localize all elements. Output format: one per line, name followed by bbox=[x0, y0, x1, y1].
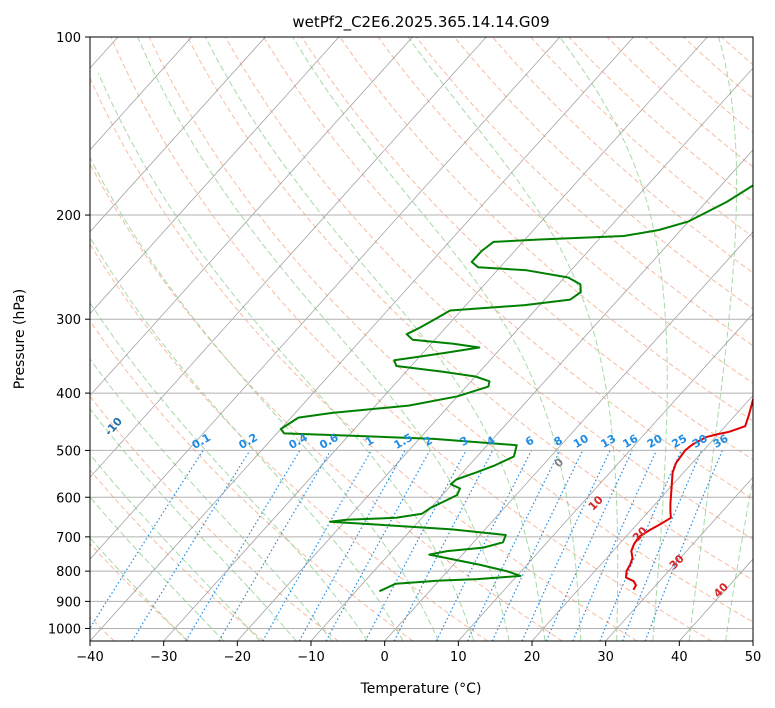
mixing-ratio-line bbox=[621, 450, 703, 641]
dry-adiabat-line bbox=[90, 76, 638, 641]
isotherm-line bbox=[384, 231, 753, 641]
y-axis-ticks: 100 200 300 400 500 600 700 800 900 1000 bbox=[48, 31, 90, 637]
moist-adiabat-line bbox=[90, 453, 261, 641]
mixing-ratio-line bbox=[298, 450, 406, 641]
dry-adiabat-line bbox=[110, 37, 712, 641]
y-tick-label: 1000 bbox=[48, 622, 81, 637]
x-tick-label: 20 bbox=[524, 650, 541, 665]
series-layer bbox=[279, 184, 753, 593]
mixing-ratio-line bbox=[435, 450, 533, 641]
moist-adiabat-line bbox=[292, 37, 582, 641]
x-tick-label: 40 bbox=[671, 650, 688, 665]
y-tick-label: 300 bbox=[56, 313, 81, 328]
y-tick-label: 200 bbox=[56, 209, 81, 224]
isotherm-line bbox=[310, 149, 753, 641]
x-tick-label: 10 bbox=[450, 650, 467, 665]
y-tick-label: 600 bbox=[56, 491, 81, 506]
mixing-ratio-line bbox=[325, 450, 431, 641]
dry-adiabat-line bbox=[186, 37, 753, 581]
x-tick-label: −10 bbox=[297, 650, 324, 665]
moist-adiabat-line bbox=[204, 37, 546, 641]
dry-adiabat-line bbox=[339, 37, 753, 422]
x-axis-ticks: −40 −30 −20 −10 0 10 20 30 40 50 bbox=[76, 641, 761, 665]
x-tick-label: −30 bbox=[150, 650, 177, 665]
chart-title: wetPf2_C2E6.2025.365.14.14.G09 bbox=[292, 13, 549, 32]
dry-adiabat-line bbox=[263, 37, 753, 500]
mixing-ratio-line bbox=[599, 450, 682, 641]
y-tick-label: 700 bbox=[56, 531, 81, 546]
isotherm-line bbox=[90, 37, 266, 233]
x-tick-label: 30 bbox=[597, 650, 614, 665]
mixing-ratio-line bbox=[262, 450, 372, 641]
moist-adiabat-line bbox=[407, 37, 619, 641]
moist-adiabat-line bbox=[90, 537, 188, 641]
moist-adiabat-line bbox=[90, 496, 225, 641]
mixing-ratio-line bbox=[545, 450, 633, 641]
moist-adiabat-line bbox=[137, 37, 510, 641]
moist-adiabat-line bbox=[90, 358, 333, 641]
isotherm-line bbox=[90, 37, 634, 641]
grid-layer bbox=[90, 37, 753, 641]
dry-adiabat-line bbox=[453, 37, 753, 310]
dry-adiabat-line bbox=[90, 469, 264, 641]
moist-adiabat-line bbox=[688, 37, 738, 641]
y-tick-label: 900 bbox=[56, 595, 81, 610]
mixing-ratio-line bbox=[644, 450, 723, 641]
moist-adiabat-line bbox=[90, 407, 297, 641]
isotherm-line bbox=[163, 37, 708, 641]
dry-adiabat-line bbox=[148, 37, 753, 623]
moist-adiabat-line bbox=[90, 301, 369, 641]
isotherm-line bbox=[531, 394, 753, 641]
y-tick-label: 100 bbox=[56, 31, 81, 46]
isotherm-line bbox=[458, 312, 753, 641]
isotherm-line bbox=[605, 476, 753, 641]
y-tick-label: 500 bbox=[56, 444, 81, 459]
isotherm-line bbox=[237, 67, 753, 641]
dry-adiabat-line bbox=[90, 243, 488, 641]
mixing-ratio-line bbox=[572, 450, 658, 641]
moist-adiabat-line bbox=[559, 37, 668, 641]
x-axis-label: Temperature (°C) bbox=[360, 681, 482, 697]
x-tick-label: 0 bbox=[381, 650, 389, 665]
dewpoint-profile-line bbox=[279, 184, 753, 593]
isotherm-line bbox=[90, 37, 192, 151]
temperature-profile-line bbox=[625, 396, 753, 591]
isotherm-line bbox=[90, 37, 561, 560]
mixing-ratio-line bbox=[90, 450, 204, 630]
y-tick-label: 400 bbox=[56, 387, 81, 402]
isotherm-line bbox=[90, 37, 340, 315]
moist-adiabat-line bbox=[90, 236, 404, 641]
moist-adiabat-line bbox=[97, 72, 475, 641]
y-axis-label: Pressure (hPa) bbox=[12, 289, 28, 389]
isotherm-line bbox=[90, 37, 413, 397]
x-tick-label: 50 bbox=[745, 650, 762, 665]
isotherm-line bbox=[90, 37, 487, 478]
plot-frame bbox=[89, 36, 754, 642]
dry-adiabat-line bbox=[90, 162, 563, 641]
y-tick-label: 800 bbox=[56, 565, 81, 580]
x-tick-label: −40 bbox=[76, 650, 103, 665]
x-tick-label: −20 bbox=[224, 650, 251, 665]
